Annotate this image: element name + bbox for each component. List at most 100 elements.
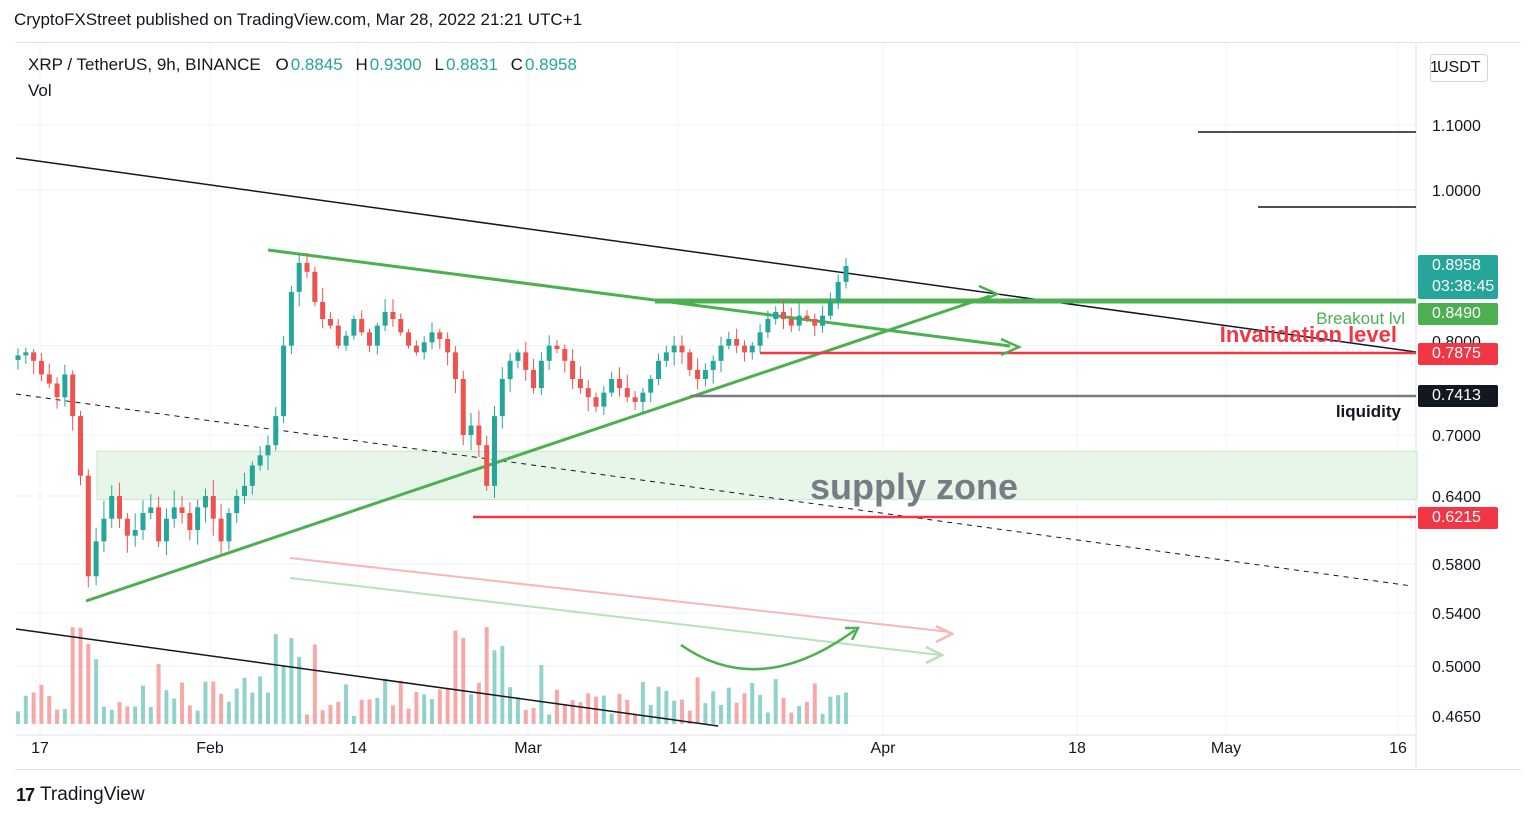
price-tick-label: 1.1000 [1432,118,1481,135]
volume-bar [31,692,36,724]
symbol-label[interactable]: XRP / TetherUS, 9h, BINANCE [28,55,261,74]
volume-bar [78,627,83,724]
price-tick-label: 0.6400 [1432,489,1481,506]
volume-legend[interactable]: Vol [28,81,52,100]
candle-body [38,360,44,375]
arrow-head-volume-green [925,645,945,665]
volume-bar [664,690,669,724]
low-value: 0.8831 [445,55,498,74]
currency-selector[interactable]: 1 USDT [1430,54,1488,82]
candle-body [648,379,654,393]
last-price-value: 0.8958 [1432,257,1481,274]
candle-body [820,315,826,326]
candle-body [593,397,599,407]
candle-body [687,352,693,370]
candle-body [23,352,29,356]
volume-bar [398,680,403,724]
candles [15,252,849,588]
candle-body [77,416,83,476]
volume-bar [156,664,161,724]
volume-bar [62,708,67,724]
volume-bar [336,701,341,724]
price-tick-label: 1.0000 [1432,183,1481,200]
tradingview-logo-icon[interactable]: 17 [16,784,35,805]
candle-body [163,518,169,542]
currency-label: USDT [1437,59,1481,76]
volume-trend-red [289,557,951,633]
candle-body [827,301,833,316]
breakout-label: Breakout lvl [1316,309,1405,328]
price-axis[interactable]: 1.10001.00000.80000.70000.64000.58000.54… [1432,118,1481,726]
time-tick-label: 18 [1068,740,1086,757]
volume-bar [101,706,106,724]
volume-bar [351,715,356,724]
candle-body [538,360,544,389]
volume-bar [140,685,145,724]
drawings[interactable] [15,131,1417,727]
supply-zone-label: supply zone [810,466,1018,507]
volume-bar [273,634,278,724]
volume-bar [226,701,231,724]
volume-bar [476,682,481,724]
volume-bar [172,698,177,724]
volume-bar [219,693,224,724]
candle-body [171,507,177,519]
candle-body [327,319,333,326]
candle-body [249,465,255,486]
candle-body [273,416,279,446]
price-tick-label: 0.4650 [1432,709,1481,726]
ohlc-legend: XRP / TetherUS, 9h, BINANCE O 0.8845 H 0.9… [28,55,577,75]
support-price-badge: 0.6215 [1418,507,1498,529]
candle-body [749,345,755,353]
candle-body [202,496,208,508]
volume-bar [554,689,559,724]
candle-body [781,311,787,319]
volume-bar [180,682,185,724]
brand-name[interactable]: TradingView [40,784,145,805]
time-tick-label: 14 [349,740,367,757]
volume-bar [390,705,395,724]
volume-bar [312,644,317,724]
candle-body [835,281,841,302]
volume-bar [422,694,427,724]
supply-zone [96,450,1418,500]
volume-bar [23,695,28,724]
scale-toggle[interactable]: 1 [1430,59,1439,76]
candle-body [765,319,771,333]
volume-bar [148,707,153,724]
candle-body [335,325,341,346]
volume-bar [633,714,638,724]
candle-body [616,379,622,389]
volume-bar [679,699,684,724]
time-axis[interactable]: 17 Feb 14 Mar 14 Apr 18 May 16 [31,740,1407,757]
last-price-badge: 0.8958 03:38:45 [1418,255,1498,299]
volume-bar [500,645,505,724]
candle-body [101,518,107,542]
volume-bar [187,705,192,724]
candle-body [843,266,849,282]
candle-body [117,496,123,519]
volume-bar [164,690,169,724]
channel-midline [15,393,1413,587]
volume-bar [531,707,536,724]
volume-bar [133,706,138,724]
candle-body [679,345,685,353]
volume-bar [797,706,802,724]
candle-body [570,360,576,379]
volume-bar [703,703,708,724]
volume-bar [203,681,208,724]
candle-body [265,445,271,456]
volume-bar [695,677,700,724]
candle-body [210,496,216,519]
volume-bar [539,665,544,724]
candle-body [609,379,615,393]
volume-bar [609,713,614,724]
candle-body [640,392,646,402]
publisher-header: CryptoFXStreet published on TradingView.… [14,10,583,29]
candle-body [54,383,60,398]
candle-body [351,319,357,336]
candle-body [70,374,76,417]
liquidity-price-badge: 0.7413 [1418,385,1498,407]
candle-body [741,345,747,353]
